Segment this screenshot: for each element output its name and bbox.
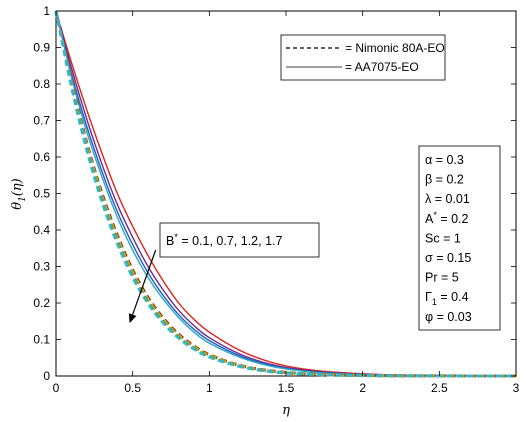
y-tick-label: 0.8 xyxy=(33,77,50,91)
y-tick-label: 0.5 xyxy=(33,187,50,201)
y-tick-label: 0.1 xyxy=(33,333,50,347)
x-axis-label: η xyxy=(282,403,290,418)
x-tick-label: 0.5 xyxy=(124,381,141,395)
series-line-8 xyxy=(54,10,517,378)
y-tick-label: 0.9 xyxy=(33,41,50,55)
annotation-arrowhead xyxy=(128,313,137,324)
parameter-line: Γ1 = 0.4 xyxy=(425,290,469,307)
x-tick-label: 3 xyxy=(513,381,520,395)
parameter-line: Pr = 5 xyxy=(425,271,459,285)
y-tick-label: 0.7 xyxy=(33,114,50,128)
annotation-box xyxy=(159,222,320,258)
annotation-base: B xyxy=(166,234,174,248)
x-tick-label: 0 xyxy=(53,381,60,395)
y-tick-label: 0 xyxy=(43,369,50,383)
parameter-line: φ = 0.03 xyxy=(425,310,472,324)
legend-label-nimonic: = Nimonic 80A-EO xyxy=(345,41,445,55)
ticks-layer xyxy=(55,10,517,377)
parameter-line: β = 0.2 xyxy=(425,173,464,187)
y-axis-label-sub: 1 xyxy=(18,196,28,202)
parameter-line: Sc = 1 xyxy=(425,231,461,245)
y-axis-label: θ1(η) xyxy=(10,178,28,210)
x-tick-label: 2 xyxy=(359,381,366,395)
y-tick-label: 0.3 xyxy=(33,260,50,274)
y-tick-label: 0.2 xyxy=(33,296,50,310)
annotation-sup: * xyxy=(174,232,178,242)
y-axis-label-arg: (η) xyxy=(10,178,25,196)
annotation-values: = 0.1, 0.7, 1.2, 1.7 xyxy=(178,234,283,248)
y-tick-label: 1 xyxy=(43,4,50,18)
y-axis-label-base: θ xyxy=(10,202,25,210)
parameter-box: α = 0.3 β = 0.2 λ = 0.01 A* = 0.2 Sc = 1 σ = … xyxy=(418,145,501,331)
x-tick-label: 1.5 xyxy=(278,381,295,395)
parameter-line: A* = 0.2 xyxy=(425,210,469,226)
annotation-text: B* = 0.1, 0.7, 1.2, 1.7 xyxy=(166,232,282,248)
x-tick-label: 2.5 xyxy=(431,381,448,395)
y-tick-label: 0.4 xyxy=(33,223,50,237)
parameter-line: α = 0.3 xyxy=(425,153,464,167)
parameter-lines: α = 0.3 β = 0.2 λ = 0.01 A* = 0.2 Sc = 1 σ = … xyxy=(425,153,472,324)
legend-box xyxy=(280,34,446,81)
x-tick-label: 1 xyxy=(206,381,213,395)
legend-label-aa7075: = AA7075-EO xyxy=(345,60,419,74)
series-layer xyxy=(54,10,517,378)
tick-labels-layer: 0 0.5 1 1.5 2 2.5 3 0 0.1 0.2 0.3 0.4 0.5 0.6 0.7 0.8 0.… xyxy=(33,4,519,395)
annotation: B* = 0.1, 0.7, 1.2, 1.7 xyxy=(128,222,320,324)
parameter-box-frame xyxy=(418,145,501,331)
legend: = Nimonic 80A-EO = AA7075-EO xyxy=(280,34,446,81)
y-tick-label: 0.6 xyxy=(33,150,50,164)
annotation-arrow xyxy=(132,249,157,315)
parameter-line: σ = 0.15 xyxy=(425,251,471,265)
parameter-line: λ = 0.01 xyxy=(425,192,470,206)
